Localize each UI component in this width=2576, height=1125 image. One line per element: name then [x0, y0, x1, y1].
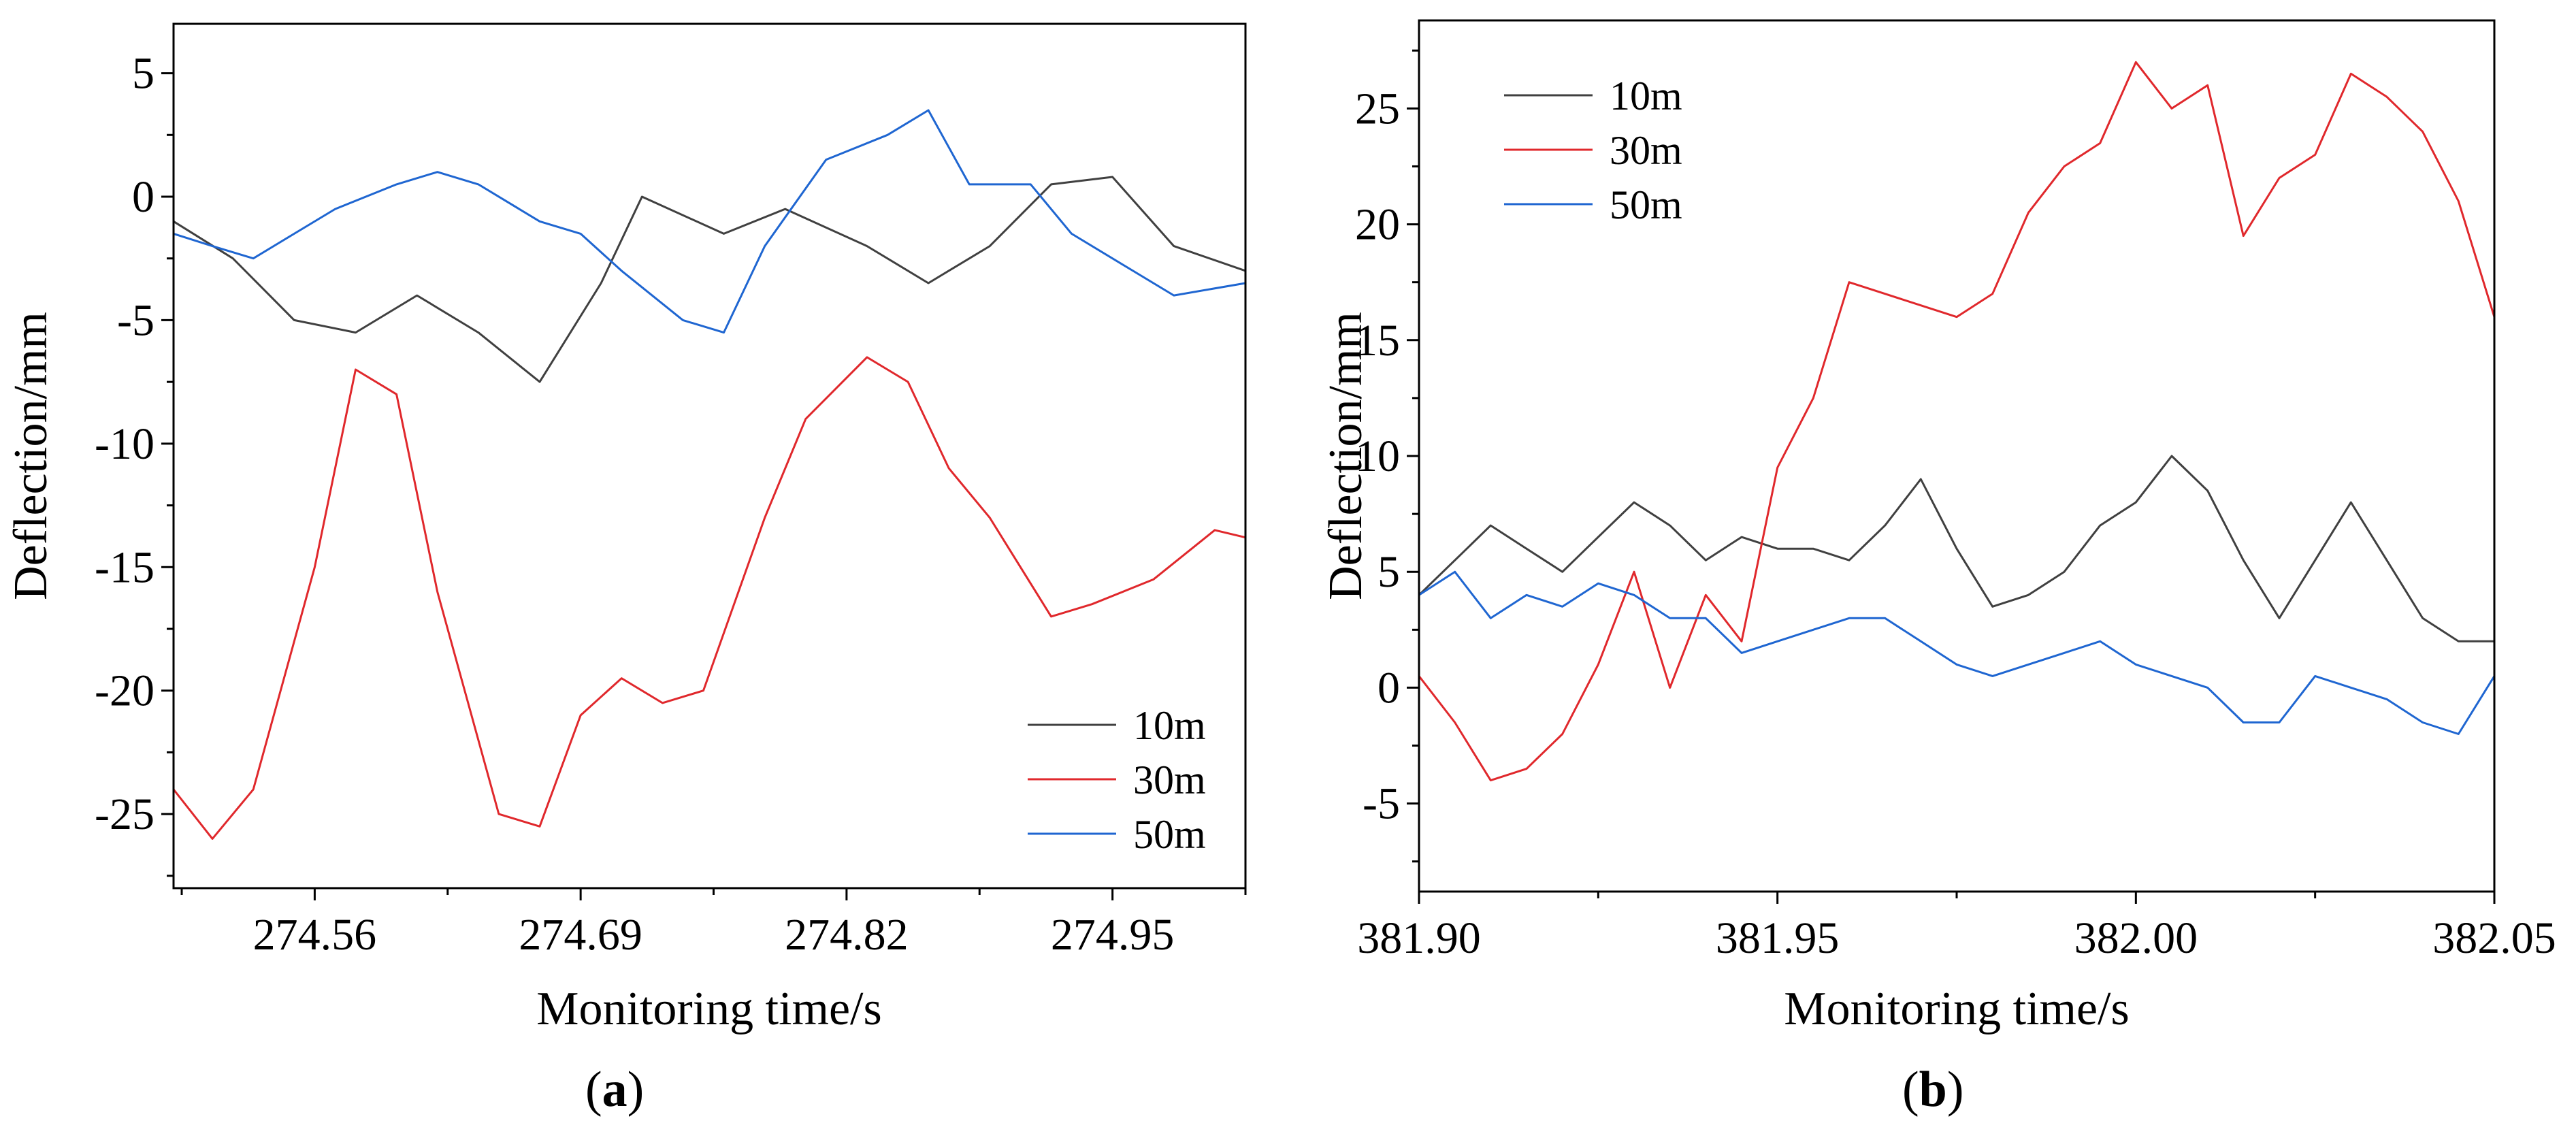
panel-a-caption-letter: a [602, 1062, 627, 1118]
panel-b-y-tick-label: 20 [1355, 200, 1400, 250]
panel-a-x-tick-label: 274.56 [253, 910, 377, 960]
panel-b-legend-label-10m: 10m [1610, 74, 1682, 118]
panel-a-legend-label-50m: 50m [1133, 812, 1206, 857]
panel-b-plot-frame [1418, 19, 2496, 893]
panel-b-caption-letter: b [1919, 1062, 1947, 1118]
panel-b-series-line-10m [1418, 455, 2494, 642]
panel-a-y-tick-label: -15 [95, 542, 154, 592]
panel-b-x-tick-label: 381.95 [1716, 913, 1840, 963]
panel-b-legend-label-30m: 30m [1610, 128, 1682, 173]
panel-a-series-line-30m [172, 356, 1246, 840]
panel-b-y-tick-label: 25 [1355, 84, 1400, 133]
panel-a-y-axis-title: Deflection/mm [5, 312, 57, 600]
panel-a-x-tick-label: 274.69 [519, 910, 642, 960]
panel-b-series-line-30m [1418, 61, 2496, 782]
panel-a-y-tick-label: 5 [132, 49, 154, 99]
panel-a-y-ticks: 5 0 -5 -10 -15 -20 -25 [95, 49, 174, 877]
panel-a-y-tick-label: 0 [132, 172, 154, 222]
panel-b-y-tick-label: -5 [1363, 779, 1400, 829]
panel-a-legend: 10m 30m 50m [1028, 703, 1206, 857]
panel-a-y-tick-label: -10 [95, 419, 154, 469]
panel-a-y-tick-label: -25 [95, 789, 154, 839]
panel-a-x-ticks: 274.56 274.69 274.82 274.95 [180, 888, 1247, 960]
panel-a-series-group [172, 109, 1246, 840]
panel-b-x-axis-title: Monitoring time/s [1784, 983, 2130, 1035]
panel-a-legend-label-10m: 10m [1133, 703, 1206, 748]
panel-a-x-axis-title: Monitoring time/s [536, 983, 882, 1035]
panel-a-y-tick-label: -5 [117, 295, 154, 345]
panel-b-chart: 381.90 381.95 382.00 382.05 25 20 15 10 5 0 -5 Mo… [1320, 19, 2556, 1118]
panel-b-y-tick-label: 10 [1355, 431, 1400, 481]
panel-a-plot-frame [172, 22, 1247, 890]
panel-a-x-tick-label: 274.82 [785, 910, 909, 960]
panel-a-series-line-10m [173, 176, 1246, 383]
panel-b-x-tick-label: 382.00 [2074, 913, 2198, 963]
panel-b-series-line-50m [1418, 570, 2496, 735]
panel-a-y-tick-label: -20 [95, 666, 154, 716]
panel-b-series-group [1418, 61, 2496, 782]
panel-a-legend-label-30m: 30m [1133, 757, 1206, 802]
panel-b-legend-label-50m: 50m [1610, 182, 1682, 227]
panel-b-x-tick-label: 382.05 [2432, 913, 2556, 963]
panel-b-y-tick-label: 15 [1355, 316, 1400, 365]
panel-b-y-tick-label: 5 [1377, 547, 1400, 597]
panel-b-y-ticks: 25 20 15 10 5 0 -5 [1355, 49, 1419, 863]
panel-a-x-tick-label: 274.95 [1051, 910, 1175, 960]
panel-b-x-tick-label: 381.90 [1357, 913, 1481, 963]
panel-a-chart: 274.56 274.69 274.82 274.95 5 0 -5 -10 -15 -20 -2… [5, 22, 1247, 1118]
panel-b-caption: (b) [1902, 1062, 1963, 1118]
panel-b-y-tick-label: 0 [1377, 663, 1400, 713]
panel-b-legend: 10m 30m 50m [1504, 74, 1682, 227]
panel-a-caption: (a) [585, 1062, 644, 1118]
panel-b-y-axis-title: Deflection/mm [1320, 312, 1372, 600]
panel-b-x-ticks: 381.90 381.95 382.00 382.05 [1357, 892, 2556, 963]
panel-a-series-line-50m [173, 109, 1246, 334]
